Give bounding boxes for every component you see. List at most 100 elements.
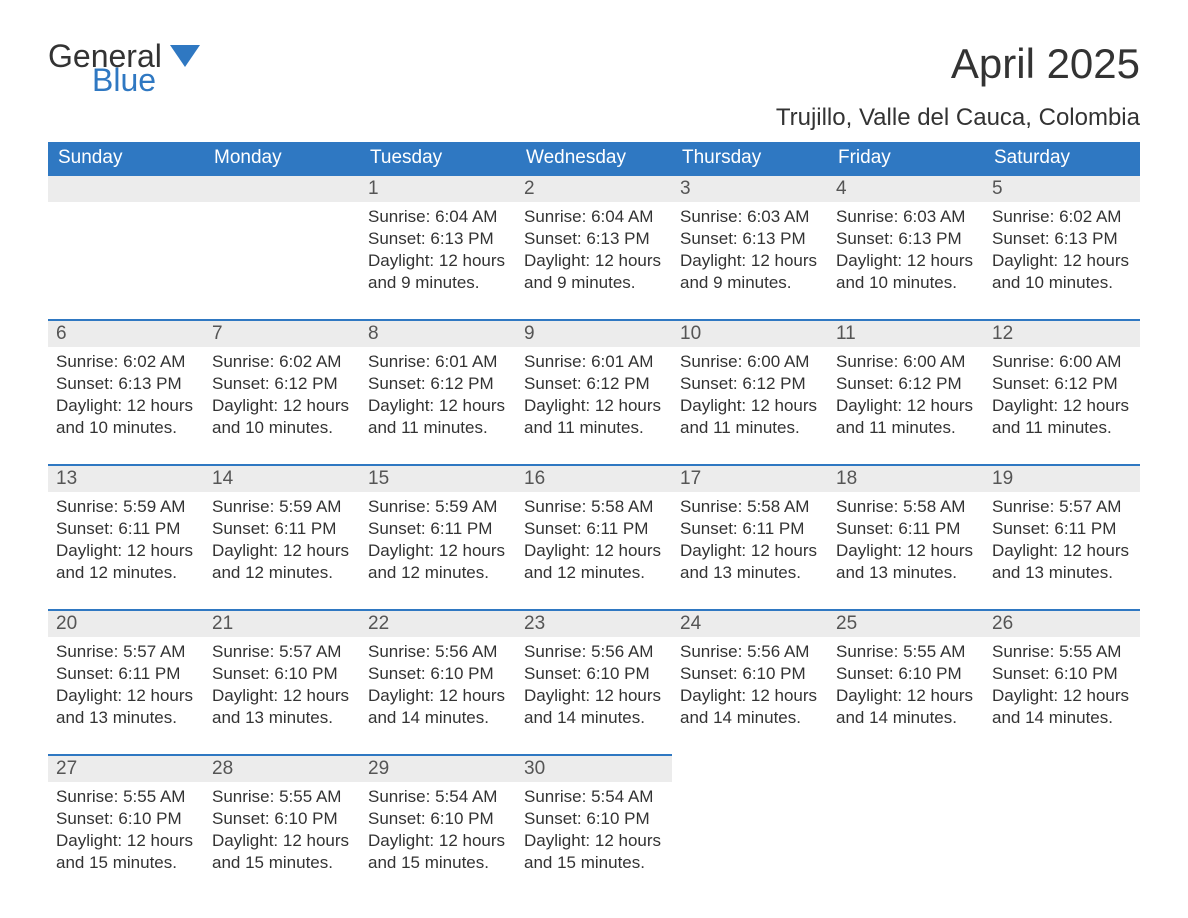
calendar-cell: 9Sunrise: 6:01 AMSunset: 6:12 PMDaylight… [516, 319, 672, 464]
calendar-cell: 6Sunrise: 6:02 AMSunset: 6:13 PMDaylight… [48, 319, 204, 464]
sunset-line: Sunset: 6:11 PM [212, 518, 352, 540]
calendar-cell [204, 174, 360, 319]
weekday-header: Monday [204, 142, 360, 174]
location-subtitle: Trujillo, Valle del Cauca, Colombia [48, 104, 1140, 132]
day-content: Sunrise: 5:55 AMSunset: 6:10 PMDaylight:… [48, 782, 204, 882]
daylight-line: Daylight: 12 hours and 13 minutes. [836, 540, 976, 584]
header: General Blue April 2025 [48, 40, 1140, 96]
calendar-table: SundayMondayTuesdayWednesdayThursdayFrid… [48, 142, 1140, 899]
day-number-bar: 13 [48, 464, 204, 492]
sunrise-line: Sunrise: 6:04 AM [368, 206, 508, 228]
sunset-line: Sunset: 6:10 PM [368, 808, 508, 830]
daylight-line: Daylight: 12 hours and 11 minutes. [524, 395, 664, 439]
calendar-cell: 30Sunrise: 5:54 AMSunset: 6:10 PMDayligh… [516, 754, 672, 899]
sunset-line: Sunset: 6:10 PM [524, 663, 664, 685]
day-number-bar: 24 [672, 609, 828, 637]
calendar-cell: 4Sunrise: 6:03 AMSunset: 6:13 PMDaylight… [828, 174, 984, 319]
sunset-line: Sunset: 6:12 PM [992, 373, 1132, 395]
day-content: Sunrise: 5:54 AMSunset: 6:10 PMDaylight:… [516, 782, 672, 882]
daylight-line: Daylight: 12 hours and 13 minutes. [56, 685, 196, 729]
calendar-cell: 2Sunrise: 6:04 AMSunset: 6:13 PMDaylight… [516, 174, 672, 319]
calendar-cell: 23Sunrise: 5:56 AMSunset: 6:10 PMDayligh… [516, 609, 672, 754]
day-number-bar: 14 [204, 464, 360, 492]
daylight-line: Daylight: 12 hours and 9 minutes. [368, 250, 508, 294]
sunrise-line: Sunrise: 5:56 AM [368, 641, 508, 663]
page-title: April 2025 [951, 40, 1140, 88]
weekday-header: Sunday [48, 142, 204, 174]
day-content: Sunrise: 5:55 AMSunset: 6:10 PMDaylight:… [984, 637, 1140, 737]
sunset-line: Sunset: 6:11 PM [680, 518, 820, 540]
daylight-line: Daylight: 12 hours and 14 minutes. [680, 685, 820, 729]
day-content: Sunrise: 6:04 AMSunset: 6:13 PMDaylight:… [360, 202, 516, 302]
weekday-header: Friday [828, 142, 984, 174]
calendar-cell: 13Sunrise: 5:59 AMSunset: 6:11 PMDayligh… [48, 464, 204, 609]
sunrise-line: Sunrise: 6:00 AM [680, 351, 820, 373]
daylight-line: Daylight: 12 hours and 11 minutes. [680, 395, 820, 439]
daylight-line: Daylight: 12 hours and 13 minutes. [212, 685, 352, 729]
calendar-cell: 19Sunrise: 5:57 AMSunset: 6:11 PMDayligh… [984, 464, 1140, 609]
weekday-header: Saturday [984, 142, 1140, 174]
brand-logo: General Blue [48, 40, 200, 96]
daylight-line: Daylight: 12 hours and 14 minutes. [836, 685, 976, 729]
day-number-bar: 5 [984, 174, 1140, 202]
calendar-cell: 14Sunrise: 5:59 AMSunset: 6:11 PMDayligh… [204, 464, 360, 609]
daylight-line: Daylight: 12 hours and 12 minutes. [212, 540, 352, 584]
daylight-line: Daylight: 12 hours and 14 minutes. [524, 685, 664, 729]
calendar-cell: 11Sunrise: 6:00 AMSunset: 6:12 PMDayligh… [828, 319, 984, 464]
sunset-line: Sunset: 6:10 PM [680, 663, 820, 685]
sunrise-line: Sunrise: 6:04 AM [524, 206, 664, 228]
day-number-bar: 1 [360, 174, 516, 202]
sunrise-line: Sunrise: 6:00 AM [992, 351, 1132, 373]
calendar-body: 1Sunrise: 6:04 AMSunset: 6:13 PMDaylight… [48, 174, 1140, 899]
calendar-cell: 10Sunrise: 6:00 AMSunset: 6:12 PMDayligh… [672, 319, 828, 464]
day-number-bar: 22 [360, 609, 516, 637]
calendar-cell: 24Sunrise: 5:56 AMSunset: 6:10 PMDayligh… [672, 609, 828, 754]
sunset-line: Sunset: 6:11 PM [836, 518, 976, 540]
calendar-cell: 1Sunrise: 6:04 AMSunset: 6:13 PMDaylight… [360, 174, 516, 319]
day-content: Sunrise: 5:57 AMSunset: 6:11 PMDaylight:… [48, 637, 204, 737]
sunset-line: Sunset: 6:11 PM [56, 663, 196, 685]
day-number-bar: 12 [984, 319, 1140, 347]
sunrise-line: Sunrise: 5:57 AM [992, 496, 1132, 518]
sunset-line: Sunset: 6:12 PM [836, 373, 976, 395]
sunrise-line: Sunrise: 5:59 AM [368, 496, 508, 518]
calendar-row: 20Sunrise: 5:57 AMSunset: 6:11 PMDayligh… [48, 609, 1140, 754]
calendar-cell: 8Sunrise: 6:01 AMSunset: 6:12 PMDaylight… [360, 319, 516, 464]
sunrise-line: Sunrise: 5:55 AM [212, 786, 352, 808]
day-content: Sunrise: 5:55 AMSunset: 6:10 PMDaylight:… [204, 782, 360, 882]
calendar-cell [984, 754, 1140, 899]
daylight-line: Daylight: 12 hours and 12 minutes. [524, 540, 664, 584]
daylight-line: Daylight: 12 hours and 13 minutes. [680, 540, 820, 584]
calendar-cell: 26Sunrise: 5:55 AMSunset: 6:10 PMDayligh… [984, 609, 1140, 754]
day-content: Sunrise: 5:56 AMSunset: 6:10 PMDaylight:… [672, 637, 828, 737]
day-number-bar: 28 [204, 754, 360, 782]
weekday-header: Wednesday [516, 142, 672, 174]
daylight-line: Daylight: 12 hours and 13 minutes. [992, 540, 1132, 584]
sunset-line: Sunset: 6:10 PM [212, 663, 352, 685]
calendar-cell: 29Sunrise: 5:54 AMSunset: 6:10 PMDayligh… [360, 754, 516, 899]
day-content: Sunrise: 5:57 AMSunset: 6:11 PMDaylight:… [984, 492, 1140, 592]
sunset-line: Sunset: 6:13 PM [56, 373, 196, 395]
day-number-bar: 15 [360, 464, 516, 492]
calendar-cell: 16Sunrise: 5:58 AMSunset: 6:11 PMDayligh… [516, 464, 672, 609]
day-content: Sunrise: 6:01 AMSunset: 6:12 PMDaylight:… [360, 347, 516, 447]
day-content: Sunrise: 5:59 AMSunset: 6:11 PMDaylight:… [360, 492, 516, 592]
daylight-line: Daylight: 12 hours and 12 minutes. [56, 540, 196, 584]
sunrise-line: Sunrise: 6:02 AM [212, 351, 352, 373]
day-number-bar: 17 [672, 464, 828, 492]
day-number-bar: 9 [516, 319, 672, 347]
sunrise-line: Sunrise: 5:56 AM [680, 641, 820, 663]
day-content: Sunrise: 5:54 AMSunset: 6:10 PMDaylight:… [360, 782, 516, 882]
sunrise-line: Sunrise: 5:58 AM [836, 496, 976, 518]
day-number-bar-empty [204, 174, 360, 202]
daylight-line: Daylight: 12 hours and 15 minutes. [212, 830, 352, 874]
sunrise-line: Sunrise: 5:54 AM [368, 786, 508, 808]
daylight-line: Daylight: 12 hours and 9 minutes. [680, 250, 820, 294]
day-content: Sunrise: 6:00 AMSunset: 6:12 PMDaylight:… [828, 347, 984, 447]
sunset-line: Sunset: 6:11 PM [56, 518, 196, 540]
day-number-bar: 11 [828, 319, 984, 347]
sunset-line: Sunset: 6:12 PM [368, 373, 508, 395]
calendar-row: 27Sunrise: 5:55 AMSunset: 6:10 PMDayligh… [48, 754, 1140, 899]
weekday-header: Thursday [672, 142, 828, 174]
sunrise-line: Sunrise: 5:54 AM [524, 786, 664, 808]
